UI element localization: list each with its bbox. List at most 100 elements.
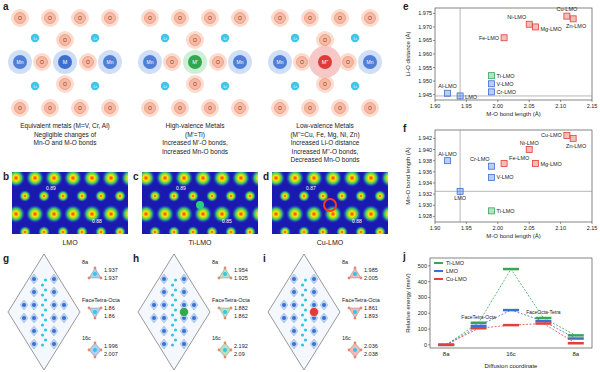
lithium-path: [304, 338, 307, 341]
oxygen-atom: [235, 13, 246, 24]
oxygen-atom: [297, 57, 308, 68]
atom-label: O: [346, 59, 350, 65]
manganese-atom: [162, 290, 166, 294]
x-tick-label: 1.95: [461, 225, 472, 231]
oxygen-atom: [224, 342, 227, 345]
oxygen-atom: [88, 277, 91, 280]
point: [564, 133, 570, 139]
elf-blob: [362, 205, 380, 223]
oxygen-atom: [15, 13, 26, 24]
diagram-caption: Increased M''-O bonds,: [292, 148, 359, 155]
oxygen-atom: [348, 349, 351, 352]
elf-blob: [374, 226, 386, 234]
elf-blob: [64, 205, 82, 223]
manganese-atom: [152, 316, 156, 320]
x-tick: [560, 100, 561, 102]
point-label: Cr-LMO: [497, 89, 517, 95]
manganese-atom: [103, 55, 117, 69]
elf-blob: [317, 226, 329, 234]
lithium-atom: [161, 34, 169, 42]
oxygen-halo: [361, 9, 379, 27]
atom-label: O: [148, 105, 152, 111]
manganese-atom: [363, 55, 377, 69]
point: [489, 174, 495, 180]
octahedron: [50, 326, 58, 336]
oxygen-atom: [94, 342, 97, 345]
oxygen-atom: [320, 79, 331, 90]
oxygen-halo: [293, 53, 311, 71]
y-tick: [433, 26, 435, 27]
oxygen-atom: [335, 13, 346, 24]
manganese-atom: [322, 316, 326, 320]
series-line: [446, 269, 576, 345]
elf-blob: [175, 205, 193, 223]
lithium-atom: [223, 272, 227, 276]
oxygen-halo: [71, 99, 89, 117]
atom-label: Mn: [107, 59, 114, 65]
lithium-path: [301, 313, 304, 316]
atom-label: Li: [223, 36, 226, 41]
lithium-path: [304, 288, 307, 291]
octahedron: [180, 326, 188, 336]
elf-blob: [57, 190, 69, 202]
oxygen-halo: [231, 99, 249, 117]
site-polyhedron: [89, 268, 101, 278]
y-tick-label: 300: [418, 294, 427, 300]
atom-label: O: [208, 105, 212, 111]
atom-label: Li: [93, 36, 96, 41]
oxygen-atom: [167, 57, 178, 68]
manganese-atom: [312, 303, 316, 307]
oxygen-atom: [88, 349, 91, 352]
bond-length: 1.985: [364, 267, 378, 273]
elf-blob: [83, 172, 101, 187]
oxygen-atom: [348, 277, 351, 280]
oxygen-halo: [141, 9, 159, 27]
manganese-atom: [233, 55, 247, 69]
bond-length: 2.007: [104, 351, 118, 357]
atom-label: O: [48, 15, 52, 21]
elf-value: 0.89: [46, 185, 56, 191]
manganese-atom: [62, 316, 66, 320]
x-tick: [466, 222, 467, 224]
oxygen-atom: [320, 35, 331, 46]
bond-length: 1.861: [364, 305, 378, 311]
atom-label: M'': [322, 59, 329, 65]
x-tick-label: 16c: [506, 351, 516, 357]
oxygen-halo: [56, 31, 74, 49]
oxygen-halo: [201, 99, 219, 117]
oxygen-halo: [33, 53, 51, 71]
elf-blob: [244, 226, 256, 234]
category-label: FaceOcta-Tetra: [526, 309, 561, 315]
oxygen-atom: [218, 307, 221, 310]
manganese-atom: [32, 303, 36, 307]
dopant-atom: [188, 55, 202, 69]
plot-frame: [430, 258, 592, 348]
bond-length: 1.925: [234, 275, 248, 281]
lithium-atom: [31, 34, 39, 42]
reference-line: [460, 130, 461, 222]
x-tick-label: 8a: [572, 351, 579, 357]
elf-blob: [251, 205, 258, 223]
oxygen-halo: [301, 99, 319, 117]
y-tick: [428, 265, 430, 266]
elf-blob: [19, 226, 31, 234]
panel-letter: c: [133, 171, 139, 182]
dopant-blob: [324, 199, 336, 211]
oxygen-atom: [218, 349, 221, 352]
site-polyhedron: [89, 308, 101, 318]
elf-blob: [232, 205, 250, 223]
octahedron: [180, 339, 188, 349]
diagram-title: Equivalent metals (M=V, Cr, Al): [20, 122, 110, 130]
site-name: FaceTetra-Octa: [212, 297, 251, 303]
map-name: LMO: [62, 239, 78, 246]
bond-length: 2.005: [364, 275, 378, 281]
diagram-caption: Increased M'-O bonds,: [162, 139, 228, 146]
lithium-atom: [221, 82, 229, 90]
elf-blob: [64, 172, 82, 187]
elf-blob: [194, 205, 212, 223]
lithium-atom: [161, 82, 169, 90]
octahedron: [60, 300, 68, 310]
dopant-atom: [318, 55, 332, 69]
oxygen-atom: [305, 103, 316, 114]
octahedron: [280, 313, 288, 323]
